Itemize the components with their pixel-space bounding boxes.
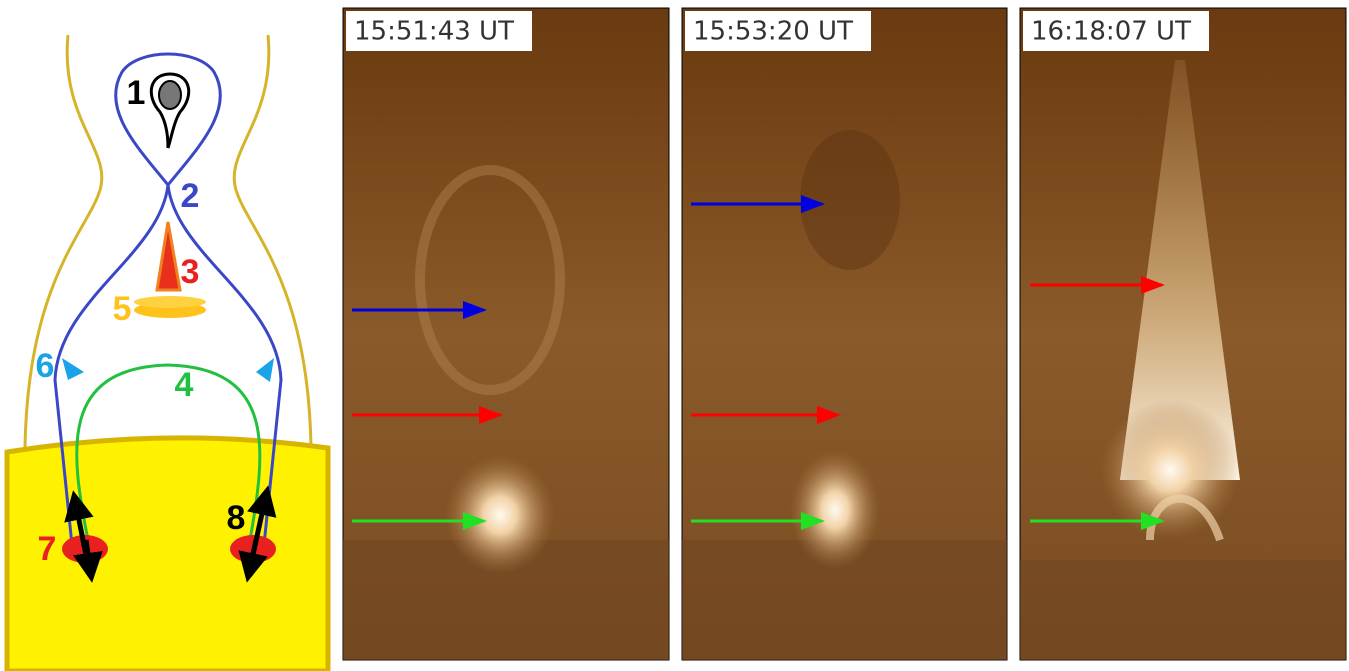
current-sheet	[157, 222, 180, 290]
cartoon: 1 2 3 4 5 6 7 8	[7, 35, 328, 671]
plasmoid	[159, 81, 181, 109]
image-shade	[1020, 560, 1346, 660]
panel: 15:51:43 UT	[343, 8, 669, 660]
time-label: 16:18:07 UT	[1031, 17, 1191, 47]
label: 6	[36, 347, 55, 385]
cavity	[800, 130, 900, 270]
cusp-top	[134, 296, 206, 308]
figure: 1 2 3 4 5 6 7 8 15:51:43 UT 15:53:20 UT	[0, 0, 1349, 671]
label: 1	[127, 74, 146, 112]
label: 3	[181, 253, 200, 291]
arrowhead	[62, 358, 84, 380]
arrowhead	[256, 358, 274, 382]
label: 8	[227, 499, 246, 537]
flare	[790, 450, 880, 570]
label: 7	[38, 530, 57, 568]
time-label: 15:51:43 UT	[354, 17, 514, 47]
flare	[445, 455, 555, 575]
panel: 16:18:07 UT	[1020, 8, 1346, 660]
flare	[1100, 400, 1240, 540]
label: 5	[113, 290, 132, 328]
field-line	[25, 35, 102, 447]
label: 2	[181, 177, 200, 215]
time-label: 15:53:20 UT	[693, 17, 853, 47]
label: 4	[175, 366, 194, 404]
panel: 15:53:20 UT	[682, 8, 1007, 660]
field-line	[234, 35, 311, 447]
